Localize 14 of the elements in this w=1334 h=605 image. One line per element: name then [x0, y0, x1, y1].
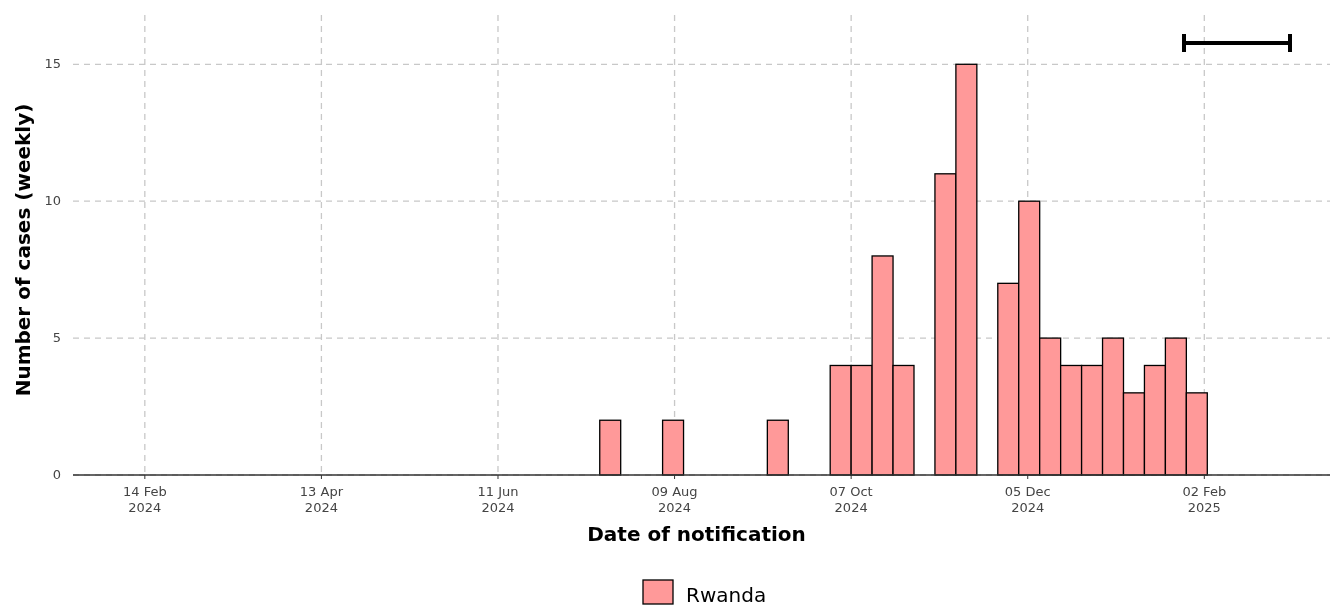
y-tick-label: 0: [52, 467, 61, 482]
x-tick-label: 11 Jun 2024: [477, 484, 519, 515]
x-tick-label: 02 Feb 2025: [1182, 484, 1227, 515]
x-tick-label: 13 Apr 2024: [299, 484, 344, 515]
x-tick-label: 14 Feb 2024: [122, 484, 167, 515]
y-tick-label: 15: [44, 56, 61, 72]
x-tick-label: 09 Aug 2024: [651, 484, 698, 515]
y-tick-label: 5: [52, 330, 61, 346]
y-tick-label: 10: [44, 193, 61, 209]
legend-label: Rwanda: [686, 583, 767, 605]
x-axis-title: Date of notification: [587, 522, 806, 546]
y-axis-title: Number of cases (weekly): [11, 103, 35, 397]
x-tick-label: 05 Dec 2024: [1004, 484, 1051, 515]
x-tick-label: 07 Oct 2024: [829, 484, 873, 515]
